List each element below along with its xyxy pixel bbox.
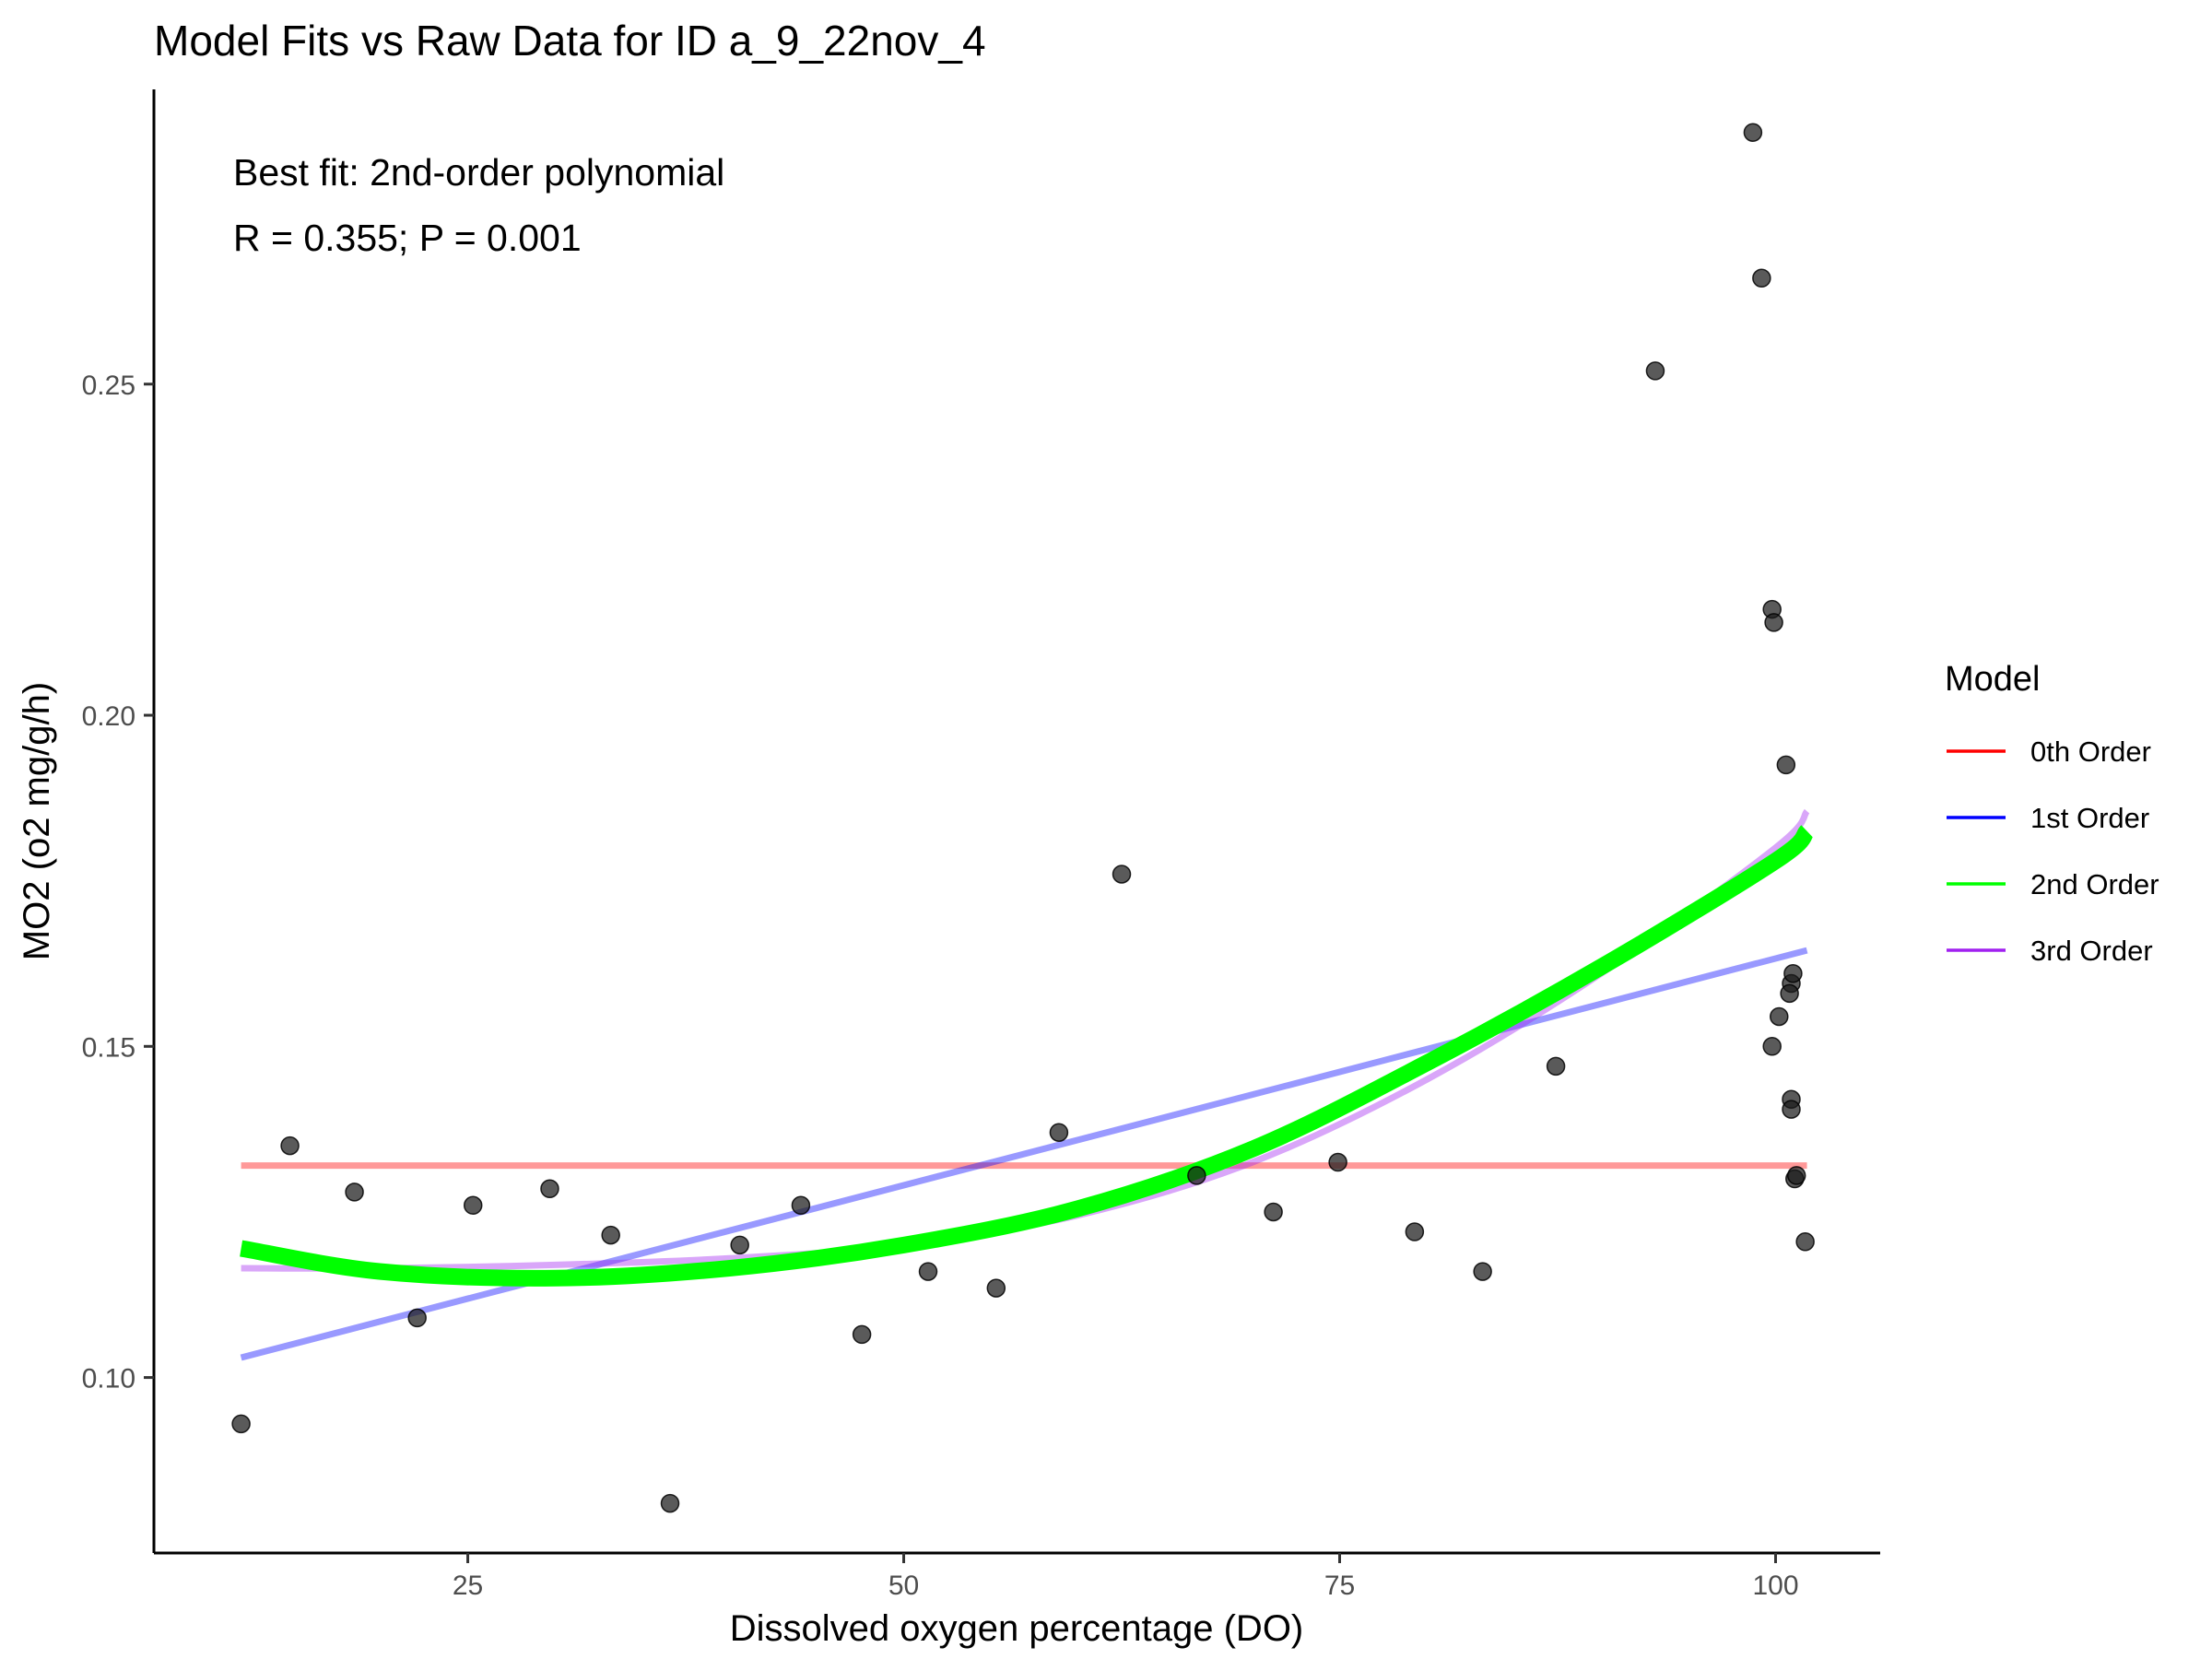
- data-point: [1405, 1222, 1425, 1241]
- data-point: [791, 1195, 811, 1216]
- data-point: [1473, 1262, 1492, 1281]
- legend-label-0: 0th Order: [2030, 735, 2151, 768]
- fit-line-1-order: [240, 947, 1808, 1361]
- legend-items: 0th Order 1st Order 2nd Order 3rd Order: [1947, 735, 2159, 967]
- data-point: [852, 1324, 872, 1345]
- data-point: [231, 1414, 251, 1434]
- x-tick-label: 25: [453, 1571, 483, 1601]
- legend-label-2: 2nd Order: [2030, 868, 2159, 900]
- data-point: [540, 1179, 559, 1199]
- data-point: [1783, 964, 1803, 983]
- data-point: [1786, 1166, 1806, 1185]
- annotation-r-p: R = 0.355; P = 0.001: [233, 217, 582, 259]
- data-point: [1764, 613, 1783, 632]
- data-point: [1112, 865, 1132, 884]
- data-point: [1264, 1202, 1283, 1222]
- data-point: [1645, 361, 1665, 381]
- y-ticks: 0.10 0.15 0.20 0.25: [82, 371, 154, 1394]
- data-point: [280, 1135, 300, 1156]
- data-point: [1795, 1232, 1815, 1252]
- data-point: [1743, 123, 1763, 142]
- y-tick-label: 0.25: [82, 371, 135, 401]
- data-point: [601, 1225, 620, 1245]
- fit-line-2-order: [240, 825, 1814, 1287]
- plot-area: Best fit: 2nd-order polynomial R = 0.355…: [152, 89, 1880, 1555]
- data-point: [1770, 1006, 1789, 1027]
- data-point: [918, 1262, 938, 1281]
- legend-label-3: 3rd Order: [2030, 935, 2153, 967]
- data-point: [1782, 1100, 1801, 1119]
- data-point: [1780, 983, 1799, 1004]
- legend-title: Model: [1945, 660, 2041, 699]
- chart-title: Model Fits vs Raw Data for ID a_9_22nov_…: [154, 17, 986, 65]
- points-layer: [231, 123, 1815, 1513]
- series-layer: [240, 808, 1814, 1361]
- legend: Model 0th Order 1st Order 2nd Order 3rd Ord…: [1945, 660, 2159, 967]
- x-tick-label: 100: [1752, 1571, 1798, 1601]
- x-ticks: 25 50 75 100: [453, 1553, 1799, 1601]
- data-point: [730, 1235, 749, 1255]
- y-axis-title: MO2 (o2 mg/g/h): [17, 682, 57, 960]
- legend-label-1: 1st Order: [2030, 802, 2149, 834]
- data-point: [986, 1278, 1006, 1298]
- y-tick-label: 0.15: [82, 1032, 135, 1063]
- data-point: [660, 1493, 680, 1513]
- data-point: [1328, 1152, 1347, 1172]
- data-point: [407, 1308, 427, 1328]
- data-point: [1752, 268, 1771, 288]
- data-point: [1049, 1123, 1069, 1142]
- data-point: [1187, 1166, 1206, 1185]
- data-point: [1762, 1037, 1782, 1056]
- x-tick-label: 50: [888, 1571, 919, 1601]
- data-point: [345, 1182, 364, 1202]
- data-point: [1776, 755, 1796, 775]
- data-point: [463, 1195, 483, 1216]
- y-tick-label: 0.20: [82, 701, 135, 732]
- annotation-best-fit: Best fit: 2nd-order polynomial: [233, 151, 724, 194]
- y-tick-label: 0.10: [82, 1364, 135, 1394]
- data-point: [1546, 1056, 1566, 1077]
- x-tick-label: 75: [1324, 1571, 1355, 1601]
- x-axis-title: Dissolved oxygen percentage (DO): [730, 1608, 1304, 1649]
